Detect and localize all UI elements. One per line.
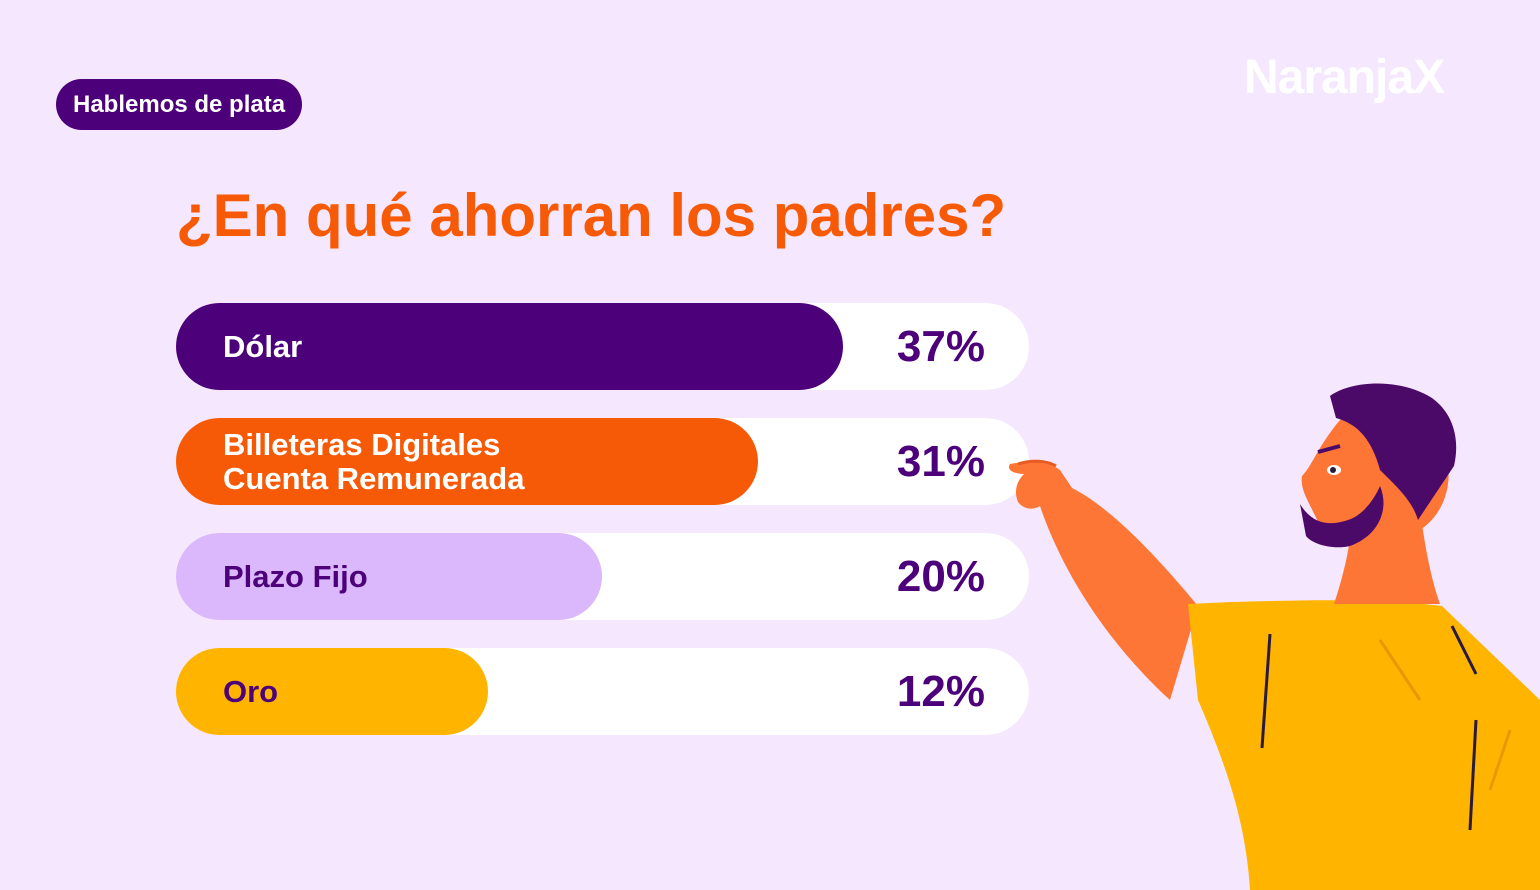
bar <box>176 418 759 505</box>
brand-logo: NaranjaX <box>1244 48 1484 108</box>
bar-label-line: Billeteras Digitales <box>223 426 501 462</box>
bar-value-label: 20% <box>896 552 985 601</box>
bar <box>176 533 602 620</box>
bar <box>176 648 489 735</box>
bar-chart: Dólar 37% Billeteras Digitales Cuenta Remun… <box>176 303 1029 735</box>
bar-value-label: 37% <box>896 322 985 371</box>
bar-value-label: 12% <box>896 667 985 716</box>
bar-track: Billeteras Digitales Cuenta Remunerada 31% <box>176 418 1029 505</box>
bar-label-line: Oro <box>223 673 279 709</box>
chart-title: ¿En qué ahorran los padres? <box>176 182 1007 249</box>
man-neck-illustration <box>1334 510 1440 604</box>
bar-track: Oro 12% <box>176 648 1029 735</box>
bar-label: Dólar <box>223 303 302 390</box>
category-badge: Hablemos de plata <box>56 79 303 130</box>
man-head-illustration <box>1300 383 1457 548</box>
man-shirt-illustration <box>1188 600 1540 890</box>
bar-label-line: Plazo Fijo <box>223 558 368 594</box>
bar-label-line: Dólar <box>223 328 303 364</box>
bar-track: Dólar 37% <box>176 303 1029 390</box>
bar-value-label: 31% <box>896 437 985 486</box>
bar-label: Plazo Fijo <box>223 533 368 620</box>
man-arm-illustration <box>1008 459 1198 700</box>
bar-track: Plazo Fijo 20% <box>176 533 1029 620</box>
brand-logo-text: NaranjaX <box>1244 51 1445 104</box>
bar-label: Oro <box>223 648 278 735</box>
bar <box>176 303 844 390</box>
bar-label: Billeteras Digitales Cuenta Remunerada <box>223 418 524 505</box>
bar-label-line: Cuenta Remunerada <box>223 460 525 496</box>
